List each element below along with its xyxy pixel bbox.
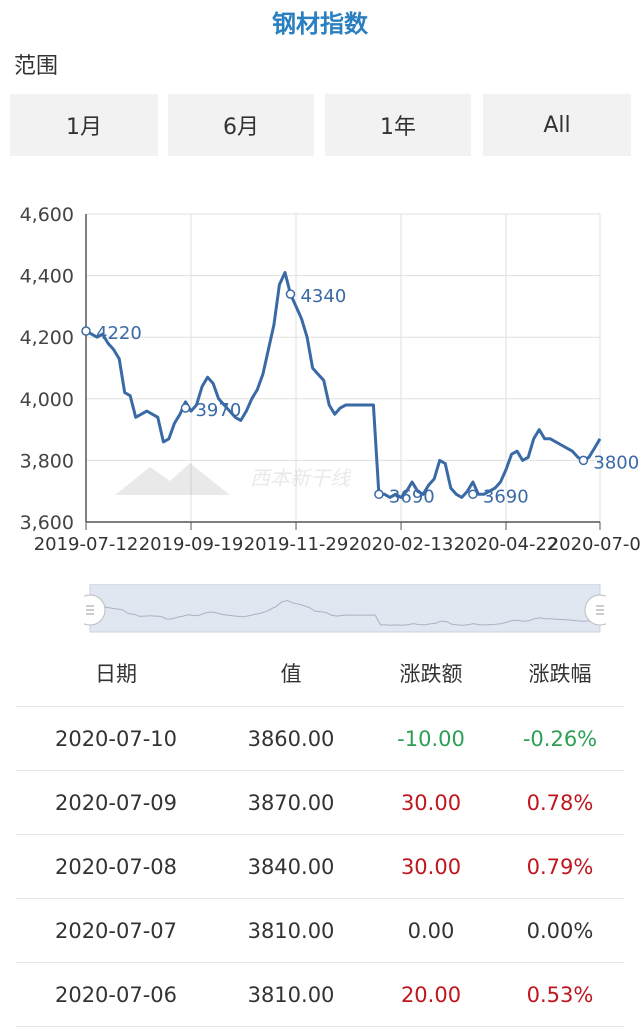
y-tick-label: 4,400 <box>20 266 74 288</box>
annotation-point <box>578 455 589 466</box>
annotation-point <box>180 403 191 413</box>
date-cell: 2020-07-08 <box>54 854 178 879</box>
x-tick-label: 2020-04-22 <box>454 534 559 555</box>
header-date: 日期 <box>95 662 137 686</box>
annotation-point <box>81 326 91 336</box>
x-tick-label: 2019-11-29 <box>244 534 349 555</box>
x-tick-label: 2020-02-13 <box>349 534 454 555</box>
date-cell: 2020-07-09 <box>54 790 178 815</box>
change-cell: 0.00 <box>407 918 455 943</box>
annotation-label: 3800 <box>593 452 639 473</box>
range-label: 范围 <box>14 54 59 79</box>
table-row: 2020-07-08 3840.00 30.00 0.79% <box>16 835 624 899</box>
navigator-right-handle[interactable] <box>584 594 606 626</box>
table-row: 2020-07-07 3810.00 0.00 0.00% <box>16 899 624 963</box>
navigator-left-handle[interactable] <box>84 594 106 626</box>
change-cell: 30.00 <box>400 790 462 815</box>
change-pct-cell: 0.78% <box>526 790 594 815</box>
annotation-point <box>468 489 478 500</box>
table-row: 2020-07-09 3870.00 30.00 0.78% <box>16 771 624 835</box>
header-change: 涨跌额 <box>399 662 463 686</box>
table-header: 日期 值 涨跌额 涨跌幅 <box>16 640 624 707</box>
range-navigator[interactable] <box>84 584 606 636</box>
annotation-label: 3690 <box>483 486 529 507</box>
range-6m-button[interactable]: 6月 <box>168 94 314 156</box>
change-cell: 30.00 <box>400 854 462 879</box>
annotation-label: 4340 <box>300 286 346 307</box>
y-tick-label: 4,000 <box>20 389 74 411</box>
change-pct-cell: -0.26% <box>522 726 598 751</box>
table-row: 2020-07-06 3810.00 20.00 0.53% <box>16 963 624 1027</box>
annotation-label: 3970 <box>195 400 241 421</box>
value-cell: 3810.00 <box>247 982 335 1007</box>
header-change-pct: 涨跌幅 <box>528 662 592 686</box>
y-tick-label: 4,600 <box>20 204 74 226</box>
range-1m-button[interactable]: 1月 <box>10 94 158 156</box>
page-title: 钢材指数 <box>272 10 368 38</box>
line-chart: 3,600 3,800 4,000 4,200 4,400 4,600 2019-07-12… <box>20 204 640 555</box>
value-cell: 3810.00 <box>247 918 335 943</box>
data-table: 日期 值 涨跌额 涨跌幅 2020-07-10 3860.00 -10.00 -0.2… <box>16 640 624 1027</box>
table-row: 2020-07-10 3860.00 -10.00 -0.26% <box>16 707 624 771</box>
value-cell: 3860.00 <box>247 726 335 751</box>
y-tick-label: 3,800 <box>20 450 74 472</box>
change-pct-cell: 0.53% <box>526 982 594 1007</box>
x-tick-label: 2020-07-01 <box>548 534 640 555</box>
date-cell: 2020-07-07 <box>54 918 178 943</box>
annotation-label: 4220 <box>96 323 142 344</box>
annotation-point <box>374 489 384 500</box>
change-cell: -10.00 <box>397 726 465 751</box>
x-tick-label: 2019-07-12 <box>34 534 139 555</box>
x-tick-label: 2019-09-19 <box>139 534 244 555</box>
y-tick-label: 4,200 <box>20 327 74 349</box>
annotation-label: 3690 <box>389 486 435 507</box>
change-pct-cell: 0.79% <box>526 854 594 879</box>
range-1y-button[interactable]: 1年 <box>325 94 471 156</box>
header-value: 值 <box>280 662 302 686</box>
date-cell: 2020-07-06 <box>54 982 178 1007</box>
value-cell: 3840.00 <box>247 854 335 879</box>
value-cell: 3870.00 <box>247 790 335 815</box>
change-cell: 20.00 <box>400 982 462 1007</box>
annotation-point <box>285 289 296 299</box>
date-cell: 2020-07-10 <box>54 726 178 751</box>
y-tick-label: 3,600 <box>20 512 74 534</box>
series-line <box>85 271 602 499</box>
change-pct-cell: 0.00% <box>526 918 594 943</box>
range-all-button[interactable]: All <box>483 94 631 156</box>
